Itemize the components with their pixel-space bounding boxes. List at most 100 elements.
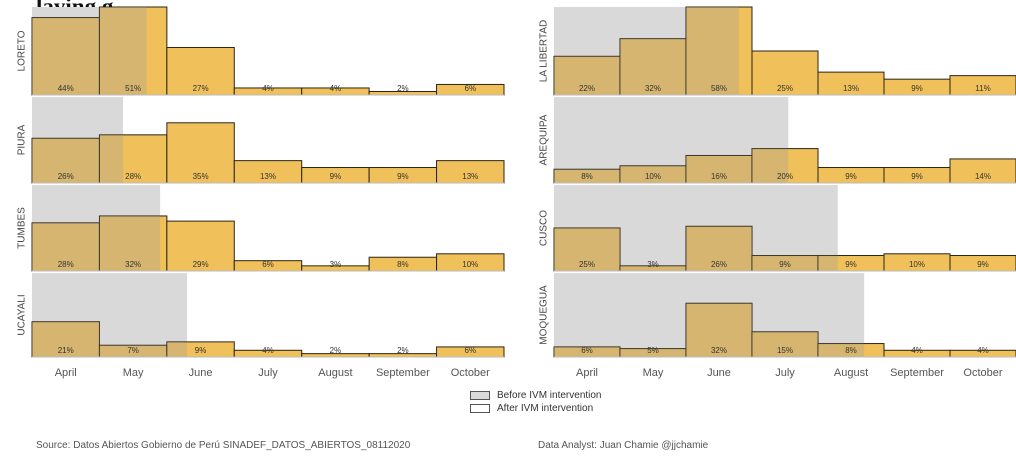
bar-june	[166, 122, 235, 184]
legend-item-after: After IVM intervention	[470, 402, 602, 414]
bar-before-shade	[752, 255, 818, 271]
bar-before-shade	[99, 345, 167, 357]
panel-loreto: 44% 51% 27% 4% 4% 2% 6% LORETO	[17, 6, 505, 96]
bar-label: 6%	[465, 84, 477, 93]
bar-label: 27%	[193, 84, 209, 93]
x-tick-label-left-september: September	[376, 367, 430, 379]
bar-label: 7%	[127, 346, 139, 355]
panel-label: TUMBES	[17, 207, 28, 249]
bar-april	[31, 222, 100, 272]
x-tick-label-right-july: July	[775, 367, 795, 379]
x-tick-label-left-april: April	[55, 367, 77, 379]
bar-may	[619, 38, 687, 96]
bar-before-shade	[752, 331, 818, 357]
bar-label: 8%	[581, 172, 593, 181]
bar-before-shade	[32, 138, 100, 183]
small-multiples-chart: 44% 51% 27% 4% 4% 2% 6% LORETO 26% 28% 35% 13% 9% 9% 1…	[17, 6, 1016, 379]
x-tick-label-left-august: August	[318, 367, 352, 379]
bar-label: 4%	[911, 346, 923, 355]
x-tick-label-left-may: May	[123, 367, 144, 379]
source-note: Source: Datos Abiertos Gobierno de Perú …	[36, 440, 411, 451]
x-tick-label-right-june: June	[707, 367, 731, 379]
bar-label: 20%	[777, 172, 793, 181]
bar-before-shade	[554, 169, 620, 183]
bar-october	[949, 158, 1016, 184]
bar-label: 9%	[330, 172, 342, 181]
bar-june	[166, 220, 235, 272]
bar-label: 3%	[647, 260, 659, 269]
panel-la-libertad: 22% 32% 58% 25% 13% 9% 11% LA LIBERTAD	[539, 6, 1016, 96]
x-tick-label-right-april: April	[576, 367, 598, 379]
bar-before-shade	[554, 228, 620, 271]
bar-before-shade	[686, 303, 752, 357]
bar-before-shade	[554, 56, 620, 95]
bar-label: 35%	[193, 172, 209, 181]
bar-before-shade	[554, 346, 620, 357]
bar-june	[685, 6, 753, 96]
panel-piura: 26% 28% 35% 13% 9% 9% 13% PIURA	[17, 97, 505, 184]
bar-label: 9%	[397, 172, 409, 181]
bar-before-shade	[686, 155, 752, 183]
bar-label: 28%	[125, 172, 141, 181]
bar-before-shade	[32, 222, 100, 271]
panel-tumbes: 28% 32% 29% 6% 3% 8% 10% TUMBES	[17, 185, 505, 272]
bar-before-shade	[99, 7, 147, 95]
bar-before-shade	[620, 348, 686, 357]
analyst-credit: Data Analyst: Juan Chamie @jjchamie	[538, 440, 709, 451]
bar-before-shade	[818, 255, 838, 271]
bar-label: 2%	[397, 84, 409, 93]
legend-swatch-before	[470, 390, 490, 400]
bar-before-shade	[620, 38, 686, 95]
bar-label: 2%	[397, 346, 409, 355]
legend-label-after: After IVM intervention	[497, 402, 594, 414]
panel-cusco: 25% 3% 26% 9% 9% 10% 9% CUSCO	[539, 185, 1016, 272]
bar-label: 13%	[260, 172, 276, 181]
bar-label: 10%	[462, 260, 478, 269]
legend-label-before: Before IVM intervention	[497, 389, 602, 401]
bar-label: 8%	[845, 346, 857, 355]
bar-label: 58%	[711, 84, 727, 93]
bar-before-shade	[32, 17, 100, 96]
legend-swatch-after	[470, 403, 490, 413]
bar-label: 26%	[58, 172, 74, 181]
bar-label: 9%	[195, 346, 207, 355]
bar-label: 9%	[911, 172, 923, 181]
bar-label: 15%	[777, 346, 793, 355]
bar-may	[98, 215, 168, 272]
bar-label: 11%	[975, 84, 990, 93]
bar-may	[98, 6, 168, 96]
bar-before-shade	[99, 134, 124, 183]
x-tick-label-right-october: October	[963, 367, 1002, 379]
bar-before-shade	[686, 7, 739, 95]
panel-ucayali: 21% 7% 9% 4% 2% 2% 6% UCAYALI	[17, 273, 505, 358]
panel-arequipa: 8% 10% 16% 20% 9% 9% 14% AREQUIPA	[539, 97, 1016, 184]
bar-label: 4%	[977, 346, 989, 355]
bar-june	[685, 302, 753, 358]
bar-label: 9%	[977, 260, 989, 269]
bar-label: 51%	[125, 84, 141, 93]
x-tick-label-left-july: July	[258, 367, 278, 379]
legend-item-before: Before IVM intervention	[470, 389, 602, 401]
bar-label: 26%	[711, 260, 727, 269]
x-tick-label-left-october: October	[451, 367, 490, 379]
bar-before-shade	[752, 148, 789, 183]
x-tick-label-right-september: September	[890, 367, 944, 379]
bar-may	[98, 134, 168, 184]
bar-label: 9%	[845, 260, 857, 269]
bar-label: 6%	[465, 346, 477, 355]
bar-label: 2%	[330, 346, 342, 355]
bar-april	[553, 55, 621, 96]
bar-label: 14%	[975, 172, 991, 181]
bar-label: 25%	[777, 84, 793, 93]
bar-label: 10%	[909, 260, 925, 269]
bar-label: 25%	[579, 260, 595, 269]
panel-label: UCAYALI	[17, 294, 28, 335]
bar-label: 28%	[58, 260, 74, 269]
x-tick-label-left-june: June	[189, 367, 213, 379]
x-tick-label-right-may: May	[643, 367, 664, 379]
panel-label: LORETO	[17, 30, 28, 71]
bar-label: 32%	[645, 84, 661, 93]
panel-moquegua: 6% 5% 32% 15% 8% 4% 4% MOQUEGUA	[539, 273, 1016, 358]
x-tick-label-right-august: August	[834, 367, 868, 379]
panel-label: MOQUEGUA	[539, 285, 550, 345]
